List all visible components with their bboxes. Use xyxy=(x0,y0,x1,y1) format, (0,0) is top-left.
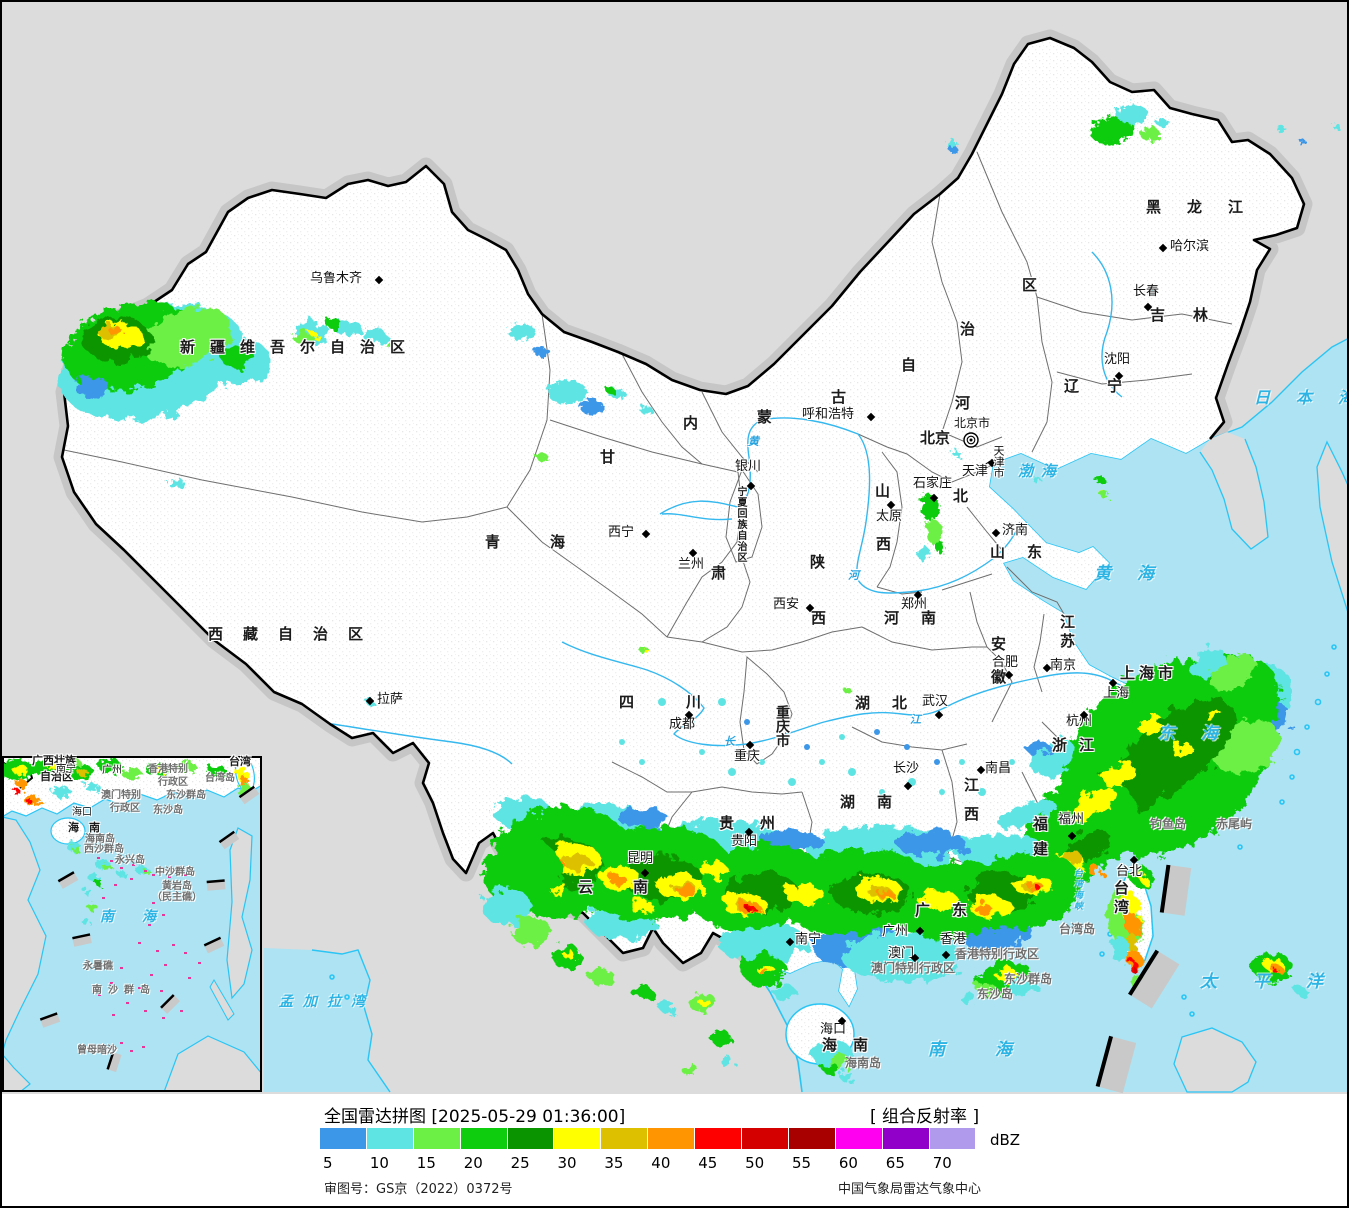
colorbar-unit: dBZ xyxy=(990,1131,1021,1149)
colorbar-cell-30 xyxy=(554,1128,602,1149)
colorbar-cell-65 xyxy=(882,1128,930,1149)
tick-label-35: 35 xyxy=(604,1154,624,1172)
colorbar-cell-35 xyxy=(601,1128,649,1149)
rivers xyxy=(331,251,1143,765)
tick-label-65: 65 xyxy=(885,1154,905,1172)
colorbar-cell-45 xyxy=(695,1128,743,1149)
national-border xyxy=(60,36,1306,965)
colorbar-cell-40 xyxy=(648,1128,696,1149)
east-south-sea xyxy=(747,339,1347,1092)
bay-of-bengal xyxy=(264,948,390,1092)
china-radar-map xyxy=(2,2,1347,1094)
korea-coast xyxy=(1199,438,1269,550)
colorbar-cell-50 xyxy=(742,1128,789,1149)
reflectivity-colorbar xyxy=(320,1128,977,1149)
colorbar-cell-5 xyxy=(320,1128,367,1149)
colorbar-cell-70 xyxy=(929,1128,977,1149)
inset-dash-segments xyxy=(39,785,260,1073)
colorbar-cell-10 xyxy=(366,1128,414,1149)
radar-echo-northeast xyxy=(918,104,1341,562)
map-license-number: 审图号：GS京（2022）0372号 xyxy=(324,1182,513,1197)
colorbar-cell-60 xyxy=(835,1128,883,1149)
colorbar-cell-25 xyxy=(507,1128,555,1149)
tick-label-20: 20 xyxy=(463,1154,483,1172)
colorbar-cell-20 xyxy=(460,1128,508,1149)
china-landmass xyxy=(62,38,1304,1006)
tick-label-60: 60 xyxy=(838,1154,858,1172)
inset-border xyxy=(2,756,262,1092)
product-name: [ 组合反射率 ] xyxy=(870,1107,980,1127)
tick-label-70: 70 xyxy=(932,1154,952,1172)
colorbar-cell-55 xyxy=(788,1128,836,1149)
agency-credit: 中国气象局雷达气象中心 xyxy=(838,1182,982,1197)
tick-label-40: 40 xyxy=(651,1154,671,1172)
legend-panel: 全国雷达拼图 [2025-05-29 01:36:00] [ 组合反射率 ] d… xyxy=(2,1094,1347,1206)
bengal-coast xyxy=(311,949,391,1093)
tick-label-5: 5 xyxy=(323,1154,333,1172)
tick-label-50: 50 xyxy=(745,1154,765,1172)
tick-label-15: 15 xyxy=(416,1154,436,1172)
luzon-landmass xyxy=(1173,1027,1257,1093)
japan-landmass xyxy=(1316,440,1347,612)
tick-label-10: 10 xyxy=(369,1154,389,1172)
coastline-russia xyxy=(1209,338,1347,440)
colorbar-cell-15 xyxy=(413,1128,461,1149)
capital-marker-icon xyxy=(963,432,979,448)
tick-label-45: 45 xyxy=(698,1154,718,1172)
mosaic-title: 全国雷达拼图 [2025-05-29 01:36:00] xyxy=(324,1107,626,1127)
south-china-sea-inset xyxy=(2,757,262,1092)
korea-landmass xyxy=(1200,432,1268,549)
tick-label-30: 30 xyxy=(557,1154,577,1172)
dash-line-segments xyxy=(1095,864,1192,1094)
tick-label-25: 25 xyxy=(510,1154,530,1172)
colorbar-tick-labels: 5 10 15 20 25 30 35 40 45 50 55 60 65 70 xyxy=(320,1154,1020,1172)
tick-label-55: 55 xyxy=(792,1154,812,1172)
radar-echo-south-band xyxy=(482,797,1308,1082)
radar-echo-northwest xyxy=(59,302,399,421)
